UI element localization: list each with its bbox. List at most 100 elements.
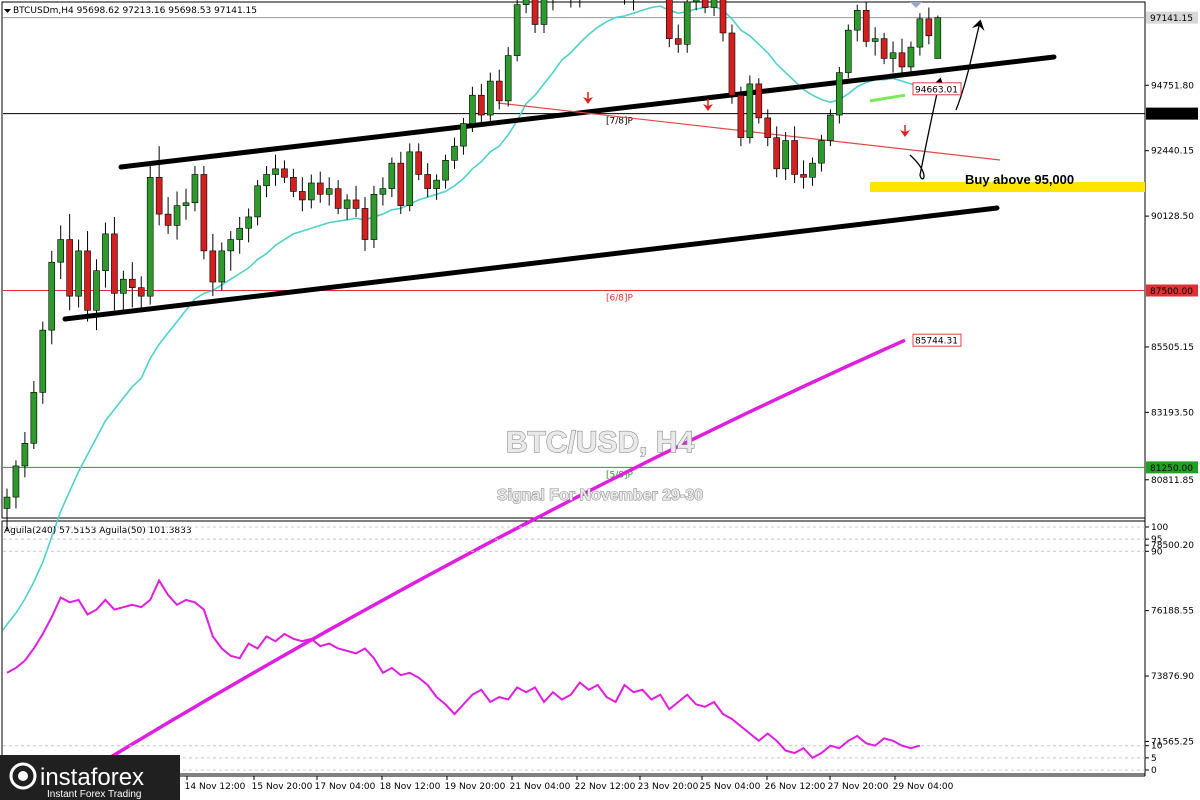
down-arrow-marker [583, 92, 593, 104]
candle [93, 259, 100, 331]
candle [3, 488, 11, 532]
bear-candle-body [674, 38, 682, 45]
buy-zone-highlight [870, 182, 1145, 192]
channel-lower-line [62, 205, 1000, 322]
bear-candle-body [352, 199, 360, 209]
candle [469, 86, 476, 133]
bear-candle-body [701, 0, 709, 8]
candle [504, 47, 512, 107]
bear-candle-body [290, 177, 297, 192]
bull-candle-body [370, 193, 378, 240]
time-tick-label: 18 Nov 12:00 [380, 782, 441, 792]
bull-candle-body [827, 114, 834, 141]
candle [880, 32, 888, 65]
candle [173, 191, 181, 240]
candle [245, 208, 252, 243]
projection-arrow-second [955, 19, 985, 111]
indicator-plot-frame [1, 520, 1146, 775]
aguila-line [6, 578, 921, 760]
candle [281, 160, 288, 183]
bull-candle-body [469, 94, 476, 124]
candle [57, 225, 65, 280]
candle [746, 75, 754, 144]
candle [200, 165, 208, 260]
bull-candle-body [173, 205, 181, 226]
bear-candle-body [209, 250, 217, 283]
bull-candle-body [325, 188, 333, 195]
candle [227, 231, 235, 271]
bull-candle-body [30, 392, 38, 444]
ema-fast-value-label: 94663.01 [915, 85, 958, 95]
candle [236, 216, 243, 254]
bull-candle-body [93, 270, 100, 311]
bull-candle-body [818, 140, 825, 164]
bull-candle-body [871, 38, 879, 42]
bear-candle-body [531, 0, 539, 25]
candle [39, 321, 47, 404]
candle [665, 0, 673, 48]
candle [415, 143, 423, 181]
bear-candle-body [665, 0, 673, 39]
candle [934, 15, 942, 59]
candle [388, 157, 396, 198]
candle [683, 0, 691, 53]
chart-watermark-subtitle: Signal For November 29-30 [497, 487, 703, 504]
candle [48, 250, 56, 345]
bull-candle-body [102, 233, 109, 271]
candle [916, 13, 924, 56]
bear-candle-body [361, 208, 369, 240]
price-tick-label: 76188.55 [1151, 607, 1194, 617]
symbol-dropdown-icon[interactable] [4, 9, 11, 13]
bear-candle-body [334, 188, 342, 209]
logo-tagline: Instant Forex Trading [47, 789, 142, 800]
bull-candle-body [263, 174, 270, 187]
candle [370, 185, 378, 249]
murrey-price-tag: 87500.00 [1150, 287, 1193, 297]
bull-candle-body [889, 52, 897, 59]
bull-candle-body [245, 216, 252, 229]
candle [478, 83, 485, 127]
candle [352, 185, 360, 217]
candle [818, 134, 825, 172]
bear-candle-body [200, 174, 208, 252]
bull-candle-body [809, 162, 816, 178]
candle [361, 197, 369, 251]
bear-candle-body [495, 80, 503, 102]
bull-candle-body [388, 162, 396, 189]
bull-candle-body [513, 4, 521, 56]
ema-fast-line [2, 5, 921, 631]
indicator-legend: Aguila(240) 57.5153 Aguila(50) 101.3833 [4, 526, 192, 536]
bull-candle-body [343, 199, 351, 209]
buy-signal-text: Buy above 95,000 [965, 172, 1074, 187]
candle [827, 109, 834, 147]
bear-candle-body [415, 151, 423, 175]
candle [209, 233, 217, 297]
symbol-header: BTCUSDm,H4 95698.62 97213.16 95698.53 97… [13, 6, 257, 16]
candle [633, 0, 634, 11]
bull-candle-body [3, 496, 11, 509]
instaforex-logo: instaforex Instant Forex Trading [0, 755, 180, 800]
candle [75, 239, 82, 308]
candle [737, 86, 745, 147]
bear-candle-body [791, 140, 798, 175]
candle [862, 1, 870, 48]
bull-candle-body [218, 250, 226, 283]
bear-candle-body [111, 233, 118, 294]
bear-candle-body [898, 52, 906, 68]
bull-candle-body [307, 182, 315, 201]
bull-candle-body [504, 55, 512, 102]
bull-candle-body [934, 17, 942, 59]
candle [701, 0, 709, 14]
price-tick-label: 92440.15 [1151, 147, 1194, 157]
candle [522, 0, 530, 14]
candle [755, 78, 763, 124]
bull-candle-body [21, 443, 29, 467]
moving-averages [2, 5, 921, 759]
bear-candle-body [719, 0, 727, 34]
time-tick-label: 19 Nov 20:00 [445, 782, 506, 792]
current-price-tag-bg [1146, 11, 1198, 24]
bull-candle-body [75, 250, 82, 297]
bear-candle-body [281, 168, 288, 178]
candle [451, 137, 458, 169]
